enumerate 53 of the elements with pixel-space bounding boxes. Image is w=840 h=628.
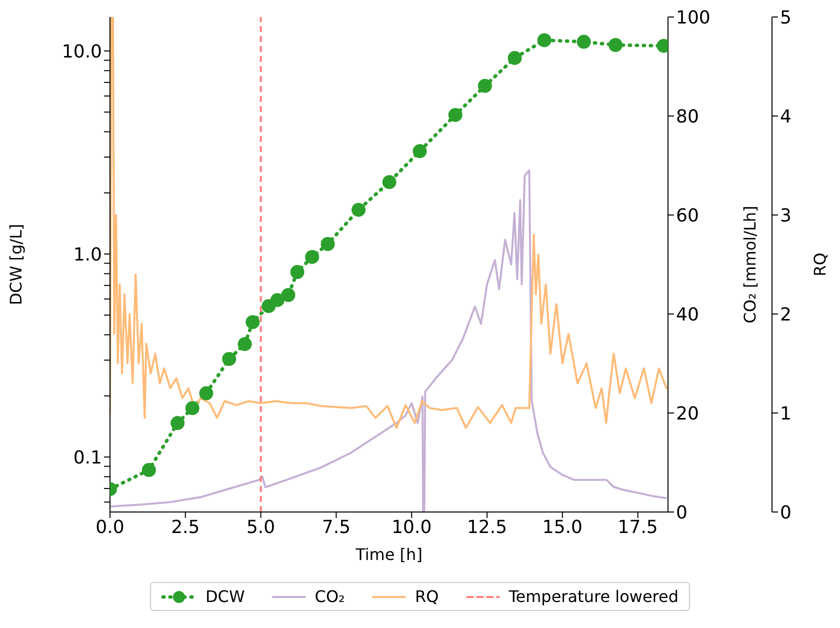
y-tick-label: 0.1 — [73, 447, 102, 468]
legend-label: RQ — [414, 587, 439, 606]
y2-tick-label: 40 — [676, 304, 699, 326]
y3-tick-label: 5 — [780, 7, 792, 28]
y2-tick-label: 60 — [676, 205, 699, 226]
point — [508, 50, 522, 65]
y-tick-label: 10.0 — [62, 41, 102, 62]
point — [382, 175, 396, 190]
point — [412, 144, 427, 158]
y2-tick-label: 100 — [676, 7, 710, 28]
x-tick-label: 10.0 — [392, 516, 432, 538]
y2-tick-label: 0 — [676, 502, 688, 524]
y2-tick-label: 20 — [676, 403, 699, 424]
y2-tick-label: 80 — [676, 106, 699, 128]
y2-axis-title: CO₂ [mmol/Lh] — [740, 206, 760, 324]
y-axis-title: DCW [g/L] — [6, 224, 26, 306]
legend-label: Temperature lowered — [508, 587, 679, 606]
x-tick-label: 7.5 — [322, 516, 351, 538]
point — [270, 293, 284, 308]
y3-tick-label: 2 — [780, 304, 792, 326]
x-tick-label: 5.0 — [246, 516, 276, 538]
point — [185, 401, 200, 416]
point — [478, 78, 492, 93]
y3-tick-label: 1 — [780, 403, 792, 424]
point — [238, 337, 252, 352]
y3-tick-label: 3 — [780, 205, 792, 226]
x-tick-label: 15.0 — [542, 516, 582, 538]
point — [305, 250, 320, 264]
legend-label: DCW — [205, 587, 245, 606]
point — [142, 463, 156, 478]
x-axis-title: Time [h] — [354, 545, 422, 564]
point — [246, 315, 260, 330]
point — [576, 34, 591, 49]
x-tick-label: 17.5 — [618, 516, 658, 538]
point — [222, 352, 236, 366]
line-series — [110, 17, 668, 429]
point — [281, 288, 296, 302]
point — [199, 386, 214, 400]
legend-label: CO₂ — [314, 587, 345, 606]
y3-tick-label: 4 — [780, 106, 792, 128]
x-tick-label: 0.0 — [96, 516, 124, 538]
point — [537, 33, 552, 48]
x-tick-label: 12.5 — [466, 516, 508, 538]
y3-tick-label: 0 — [780, 502, 792, 524]
y-tick-label: 1.0 — [73, 244, 102, 266]
point — [320, 237, 335, 251]
y3-axis-title: RQ — [810, 252, 830, 276]
point — [170, 416, 185, 430]
point — [608, 38, 623, 52]
point — [448, 108, 462, 122]
x-tick-label: 2.5 — [171, 516, 200, 538]
point — [290, 265, 304, 280]
point — [352, 202, 366, 217]
